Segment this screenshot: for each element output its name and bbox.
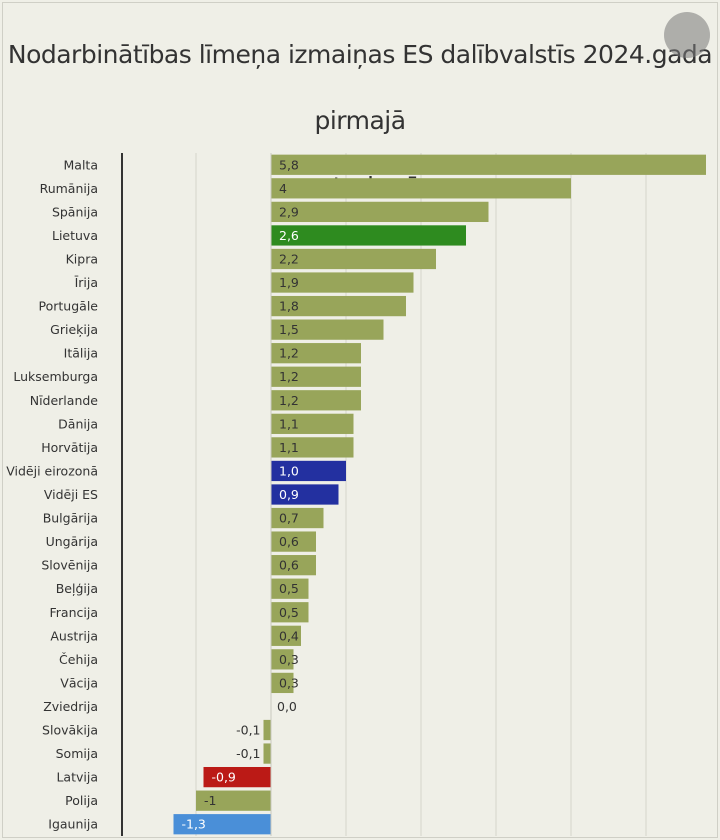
category-label: Kipra	[66, 251, 98, 266]
category-label: Slovēnija	[41, 558, 98, 573]
data-label: 0,5	[279, 605, 299, 620]
bar	[263, 743, 271, 764]
data-label: 1,5	[279, 322, 299, 337]
category-label: Lietuva	[52, 228, 98, 243]
data-label: 1,2	[279, 346, 299, 361]
bar	[271, 507, 324, 529]
bar	[271, 272, 414, 293]
bar	[271, 672, 294, 694]
bar	[271, 201, 489, 223]
data-label: 1,2	[279, 393, 299, 408]
bar	[271, 248, 436, 270]
category-label: Dānija	[58, 416, 98, 431]
category-label: Vācija	[60, 675, 98, 690]
bar	[173, 814, 271, 835]
bar	[271, 390, 361, 411]
category-label: Luksemburga	[13, 369, 98, 384]
data-label: 1,2	[279, 369, 299, 384]
bar	[271, 460, 346, 482]
data-label: 0,4	[279, 628, 299, 643]
data-label: 5,8	[279, 157, 299, 172]
data-label: 2,6	[279, 228, 299, 243]
data-label: -0,1	[236, 746, 260, 761]
bar	[271, 649, 294, 670]
data-label: -1	[204, 793, 216, 808]
data-label: 1,0	[279, 463, 299, 478]
category-label: Grieķija	[50, 322, 98, 337]
category-label: Portugāle	[39, 299, 99, 314]
category-label: Nīderlande	[30, 393, 99, 408]
category-label: Vidēji ES	[44, 487, 98, 502]
close-button[interactable]	[664, 12, 710, 58]
category-label: Īrija	[75, 275, 98, 290]
category-label: Rumānija	[40, 181, 98, 196]
bar	[203, 766, 271, 788]
bar	[271, 154, 706, 175]
bar	[271, 484, 339, 505]
category-label: Itālija	[64, 346, 98, 361]
data-label: 0,0	[277, 699, 297, 714]
category-label: Vidēji eirozonā	[6, 463, 98, 478]
bar	[271, 555, 316, 576]
bar	[271, 319, 384, 340]
bar	[263, 719, 271, 741]
category-label: Francija	[50, 605, 98, 620]
data-label: 1,8	[279, 299, 299, 314]
bar	[271, 225, 466, 246]
data-label: 0,9	[279, 487, 299, 502]
category-label: Zviedrija	[43, 699, 98, 714]
category-label: Austrija	[50, 628, 98, 643]
data-label: 0,6	[279, 558, 299, 573]
data-label: 2,2	[279, 251, 299, 266]
bar	[271, 531, 316, 552]
bar	[271, 625, 301, 646]
data-label: 4	[279, 181, 287, 196]
bar	[271, 178, 571, 199]
bar	[196, 790, 271, 811]
category-label: Čehija	[59, 652, 98, 667]
category-label: Bulgārija	[43, 511, 98, 526]
category-label: Igaunija	[48, 817, 98, 832]
bar	[271, 413, 354, 434]
category-label: Malta	[64, 157, 98, 172]
data-label: -0,9	[212, 770, 236, 785]
category-label: Beļģija	[56, 581, 98, 596]
bar	[271, 343, 361, 364]
data-label: 1,9	[279, 275, 299, 290]
bar	[271, 437, 354, 458]
category-label: Latvija	[56, 770, 98, 785]
data-label: 1,1	[279, 440, 299, 455]
category-label: Slovākija	[42, 723, 98, 738]
data-label: 0,6	[279, 534, 299, 549]
bar	[271, 602, 309, 623]
category-label: Horvātija	[41, 440, 98, 455]
bar	[271, 578, 309, 599]
title-line-1: Nodarbinātības līmeņa izmaiņas ES dalībv…	[7, 40, 713, 135]
data-label: -0,1	[236, 723, 260, 738]
data-label: 1,1	[279, 416, 299, 431]
bar	[271, 366, 361, 387]
data-label: 0,5	[279, 581, 299, 596]
category-label: Spānija	[52, 204, 98, 219]
bar	[271, 295, 406, 317]
data-label: -1,3	[182, 817, 206, 832]
category-label: Ungārija	[46, 534, 98, 549]
data-label: 2,9	[279, 204, 299, 219]
category-label: Polija	[65, 793, 98, 808]
category-label: Somija	[56, 746, 98, 761]
data-label: 0,7	[279, 511, 299, 526]
data-label: 0,3	[279, 675, 299, 690]
data-label: 0,3	[279, 652, 299, 667]
